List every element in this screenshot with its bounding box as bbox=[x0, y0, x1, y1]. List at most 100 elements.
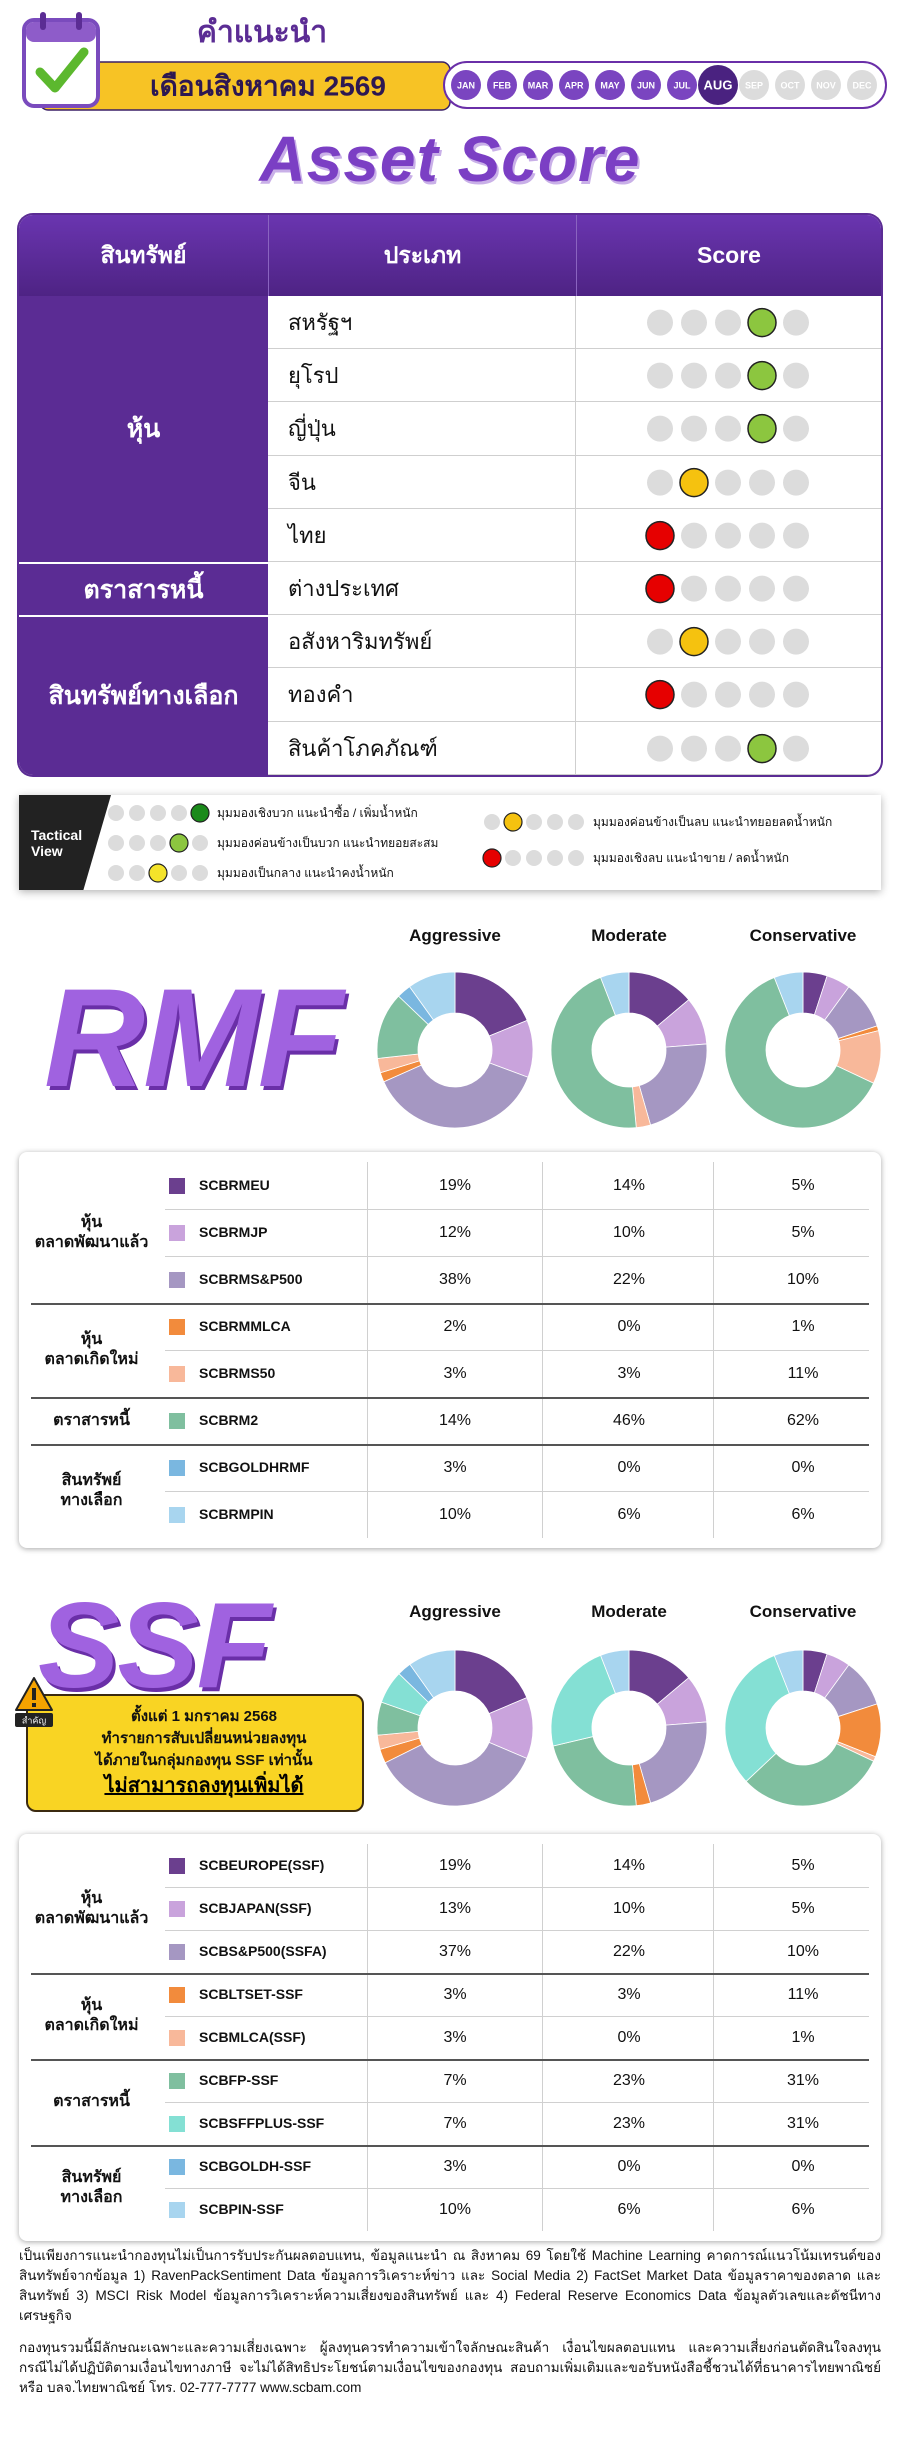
fund-value: 7% bbox=[443, 2115, 467, 2132]
group-label: หุ้น ตลาดเกิดใหม่ bbox=[19, 1303, 164, 1397]
group-label: สินทรัพย์ ทางเลือก bbox=[19, 1444, 164, 1538]
score-dot-empty bbox=[749, 575, 775, 602]
fund-value: 13% bbox=[438, 1900, 472, 1917]
warning-label: สำคัญ bbox=[22, 1715, 47, 1725]
fund-value: 10% bbox=[438, 2201, 472, 2218]
score-dot-empty bbox=[681, 681, 707, 708]
legend-dot-empty bbox=[568, 850, 584, 866]
legend-dot-empty bbox=[171, 805, 187, 821]
fund-value: 11% bbox=[787, 1365, 819, 1382]
score-dot-empty bbox=[783, 415, 809, 442]
column-line bbox=[367, 1844, 368, 2231]
fund-name: SCBGOLDH-SSF bbox=[199, 2158, 311, 2174]
asset-table: สินทรัพย์ ประเภท Score หุ้น สหรัฐฯ ยุโรป ญี่ปุ… bbox=[19, 215, 881, 775]
fund-name: SCBFP-SSF bbox=[199, 2072, 279, 2088]
asset-type: ไทย bbox=[268, 508, 576, 562]
row-line bbox=[268, 348, 881, 350]
donut-segment bbox=[600, 971, 630, 1017]
group-label-line: ตลาดเกิดใหม่ bbox=[44, 2017, 139, 2034]
group-label-line: สินทรัพย์ bbox=[61, 2169, 122, 2186]
month-dot bbox=[631, 70, 661, 100]
fund-name: SCBRMMLCA bbox=[199, 1318, 291, 1334]
fund-value: 5% bbox=[791, 1900, 815, 1917]
group-line bbox=[31, 1973, 869, 1975]
fund-value: 3% bbox=[617, 1986, 641, 2003]
fund-value: 62% bbox=[786, 1412, 820, 1429]
fund-value: 14% bbox=[612, 1857, 646, 1874]
score-dot-empty bbox=[749, 628, 775, 655]
score-dots bbox=[645, 680, 809, 710]
fund-value: 23% bbox=[612, 2115, 646, 2132]
warning-mark bbox=[32, 1688, 36, 1700]
donut-segment bbox=[409, 1649, 456, 1699]
fund-swatch bbox=[169, 2201, 185, 2218]
legend-dot-empty bbox=[547, 814, 563, 830]
score-dot-empty bbox=[783, 735, 809, 762]
fund-name: SCBRMJP bbox=[199, 1224, 268, 1240]
asset-group-cell: ตราสารหนี้ bbox=[19, 562, 268, 616]
month-label: MAY bbox=[600, 80, 619, 90]
group-line bbox=[31, 1444, 869, 1446]
score-dot-empty bbox=[681, 362, 707, 389]
score-dots bbox=[647, 627, 809, 657]
donut-charts bbox=[376, 1649, 882, 1807]
score-dots bbox=[647, 467, 809, 497]
notice-line: ทำรายการสับเปลี่ยนหน่วยลงทุน bbox=[101, 1730, 307, 1747]
calendar-ring bbox=[40, 12, 46, 30]
group-label-line: ตราสารหนี้ bbox=[53, 1411, 130, 1429]
fund-value: 0% bbox=[617, 1459, 641, 1476]
month-dot bbox=[451, 70, 481, 100]
score-dot-empty bbox=[783, 628, 809, 655]
asset-type: ทองคำ bbox=[268, 668, 576, 722]
legend-dot-empty bbox=[108, 805, 124, 821]
month-dot bbox=[559, 70, 589, 100]
column-header: Aggressive bbox=[409, 926, 501, 945]
score-dot-empty bbox=[647, 362, 673, 389]
fund-swatch bbox=[169, 1177, 185, 1194]
legend-dot-empty bbox=[505, 850, 521, 866]
legend-dot-empty bbox=[484, 814, 500, 830]
score-dots bbox=[645, 573, 809, 604]
fund-name: SCBRM2 bbox=[199, 1412, 259, 1428]
group-label-line: ตลาดเกิดใหม่ bbox=[44, 1351, 139, 1368]
score-dot-empty bbox=[715, 309, 741, 336]
fund-value: 12% bbox=[438, 1224, 472, 1241]
score-dot-empty bbox=[715, 522, 741, 549]
fund-value: 5% bbox=[791, 1857, 815, 1874]
donut-segment bbox=[600, 1649, 630, 1695]
score-dot bbox=[645, 520, 675, 551]
legend-dot bbox=[190, 803, 210, 823]
score-dot-empty bbox=[647, 415, 673, 442]
score-dot-empty bbox=[647, 628, 673, 655]
score-dot-empty bbox=[783, 469, 809, 496]
donut-segment bbox=[384, 1741, 528, 1807]
fund-value: 11% bbox=[787, 1986, 819, 2003]
fund-swatch bbox=[169, 1365, 185, 1382]
donut-segment bbox=[724, 1654, 790, 1782]
legend-dot-empty bbox=[108, 865, 124, 881]
fund-value: 10% bbox=[786, 1271, 820, 1288]
fund-name: SCBMLCA(SSF) bbox=[199, 2029, 306, 2045]
row-line bbox=[268, 614, 881, 616]
month-strip bbox=[443, 61, 887, 109]
legend-label: มุมมองเป็นกลาง แนะนำคงน้ำหนัก bbox=[217, 866, 394, 880]
month-dot bbox=[739, 70, 769, 100]
legend-dots bbox=[108, 803, 210, 823]
fund-value: 3% bbox=[443, 1365, 467, 1382]
group-line bbox=[31, 2145, 869, 2147]
fund-swatch bbox=[169, 1459, 185, 1476]
row-line bbox=[165, 1930, 869, 1931]
legend-dot-empty bbox=[129, 835, 145, 851]
row-line bbox=[165, 2188, 869, 2189]
month-label: JAN bbox=[457, 80, 475, 90]
fund-name: SCBEUROPE(SSF) bbox=[199, 1857, 325, 1873]
group-label-line: ตลาดพัฒนาแล้ว bbox=[34, 1233, 149, 1251]
header: คำแนะนำ เดือนสิงหาคม 2569 JAN FEB MAR APR MA… bbox=[22, 12, 887, 111]
group-line bbox=[31, 1397, 869, 1399]
row-line bbox=[165, 1256, 869, 1257]
fund-name: SCBRMS50 bbox=[199, 1365, 276, 1381]
month-label: AUG bbox=[704, 77, 733, 92]
score-dot bbox=[645, 573, 675, 604]
fund-name: SCBSFFPLUS-SSF bbox=[199, 2115, 325, 2131]
